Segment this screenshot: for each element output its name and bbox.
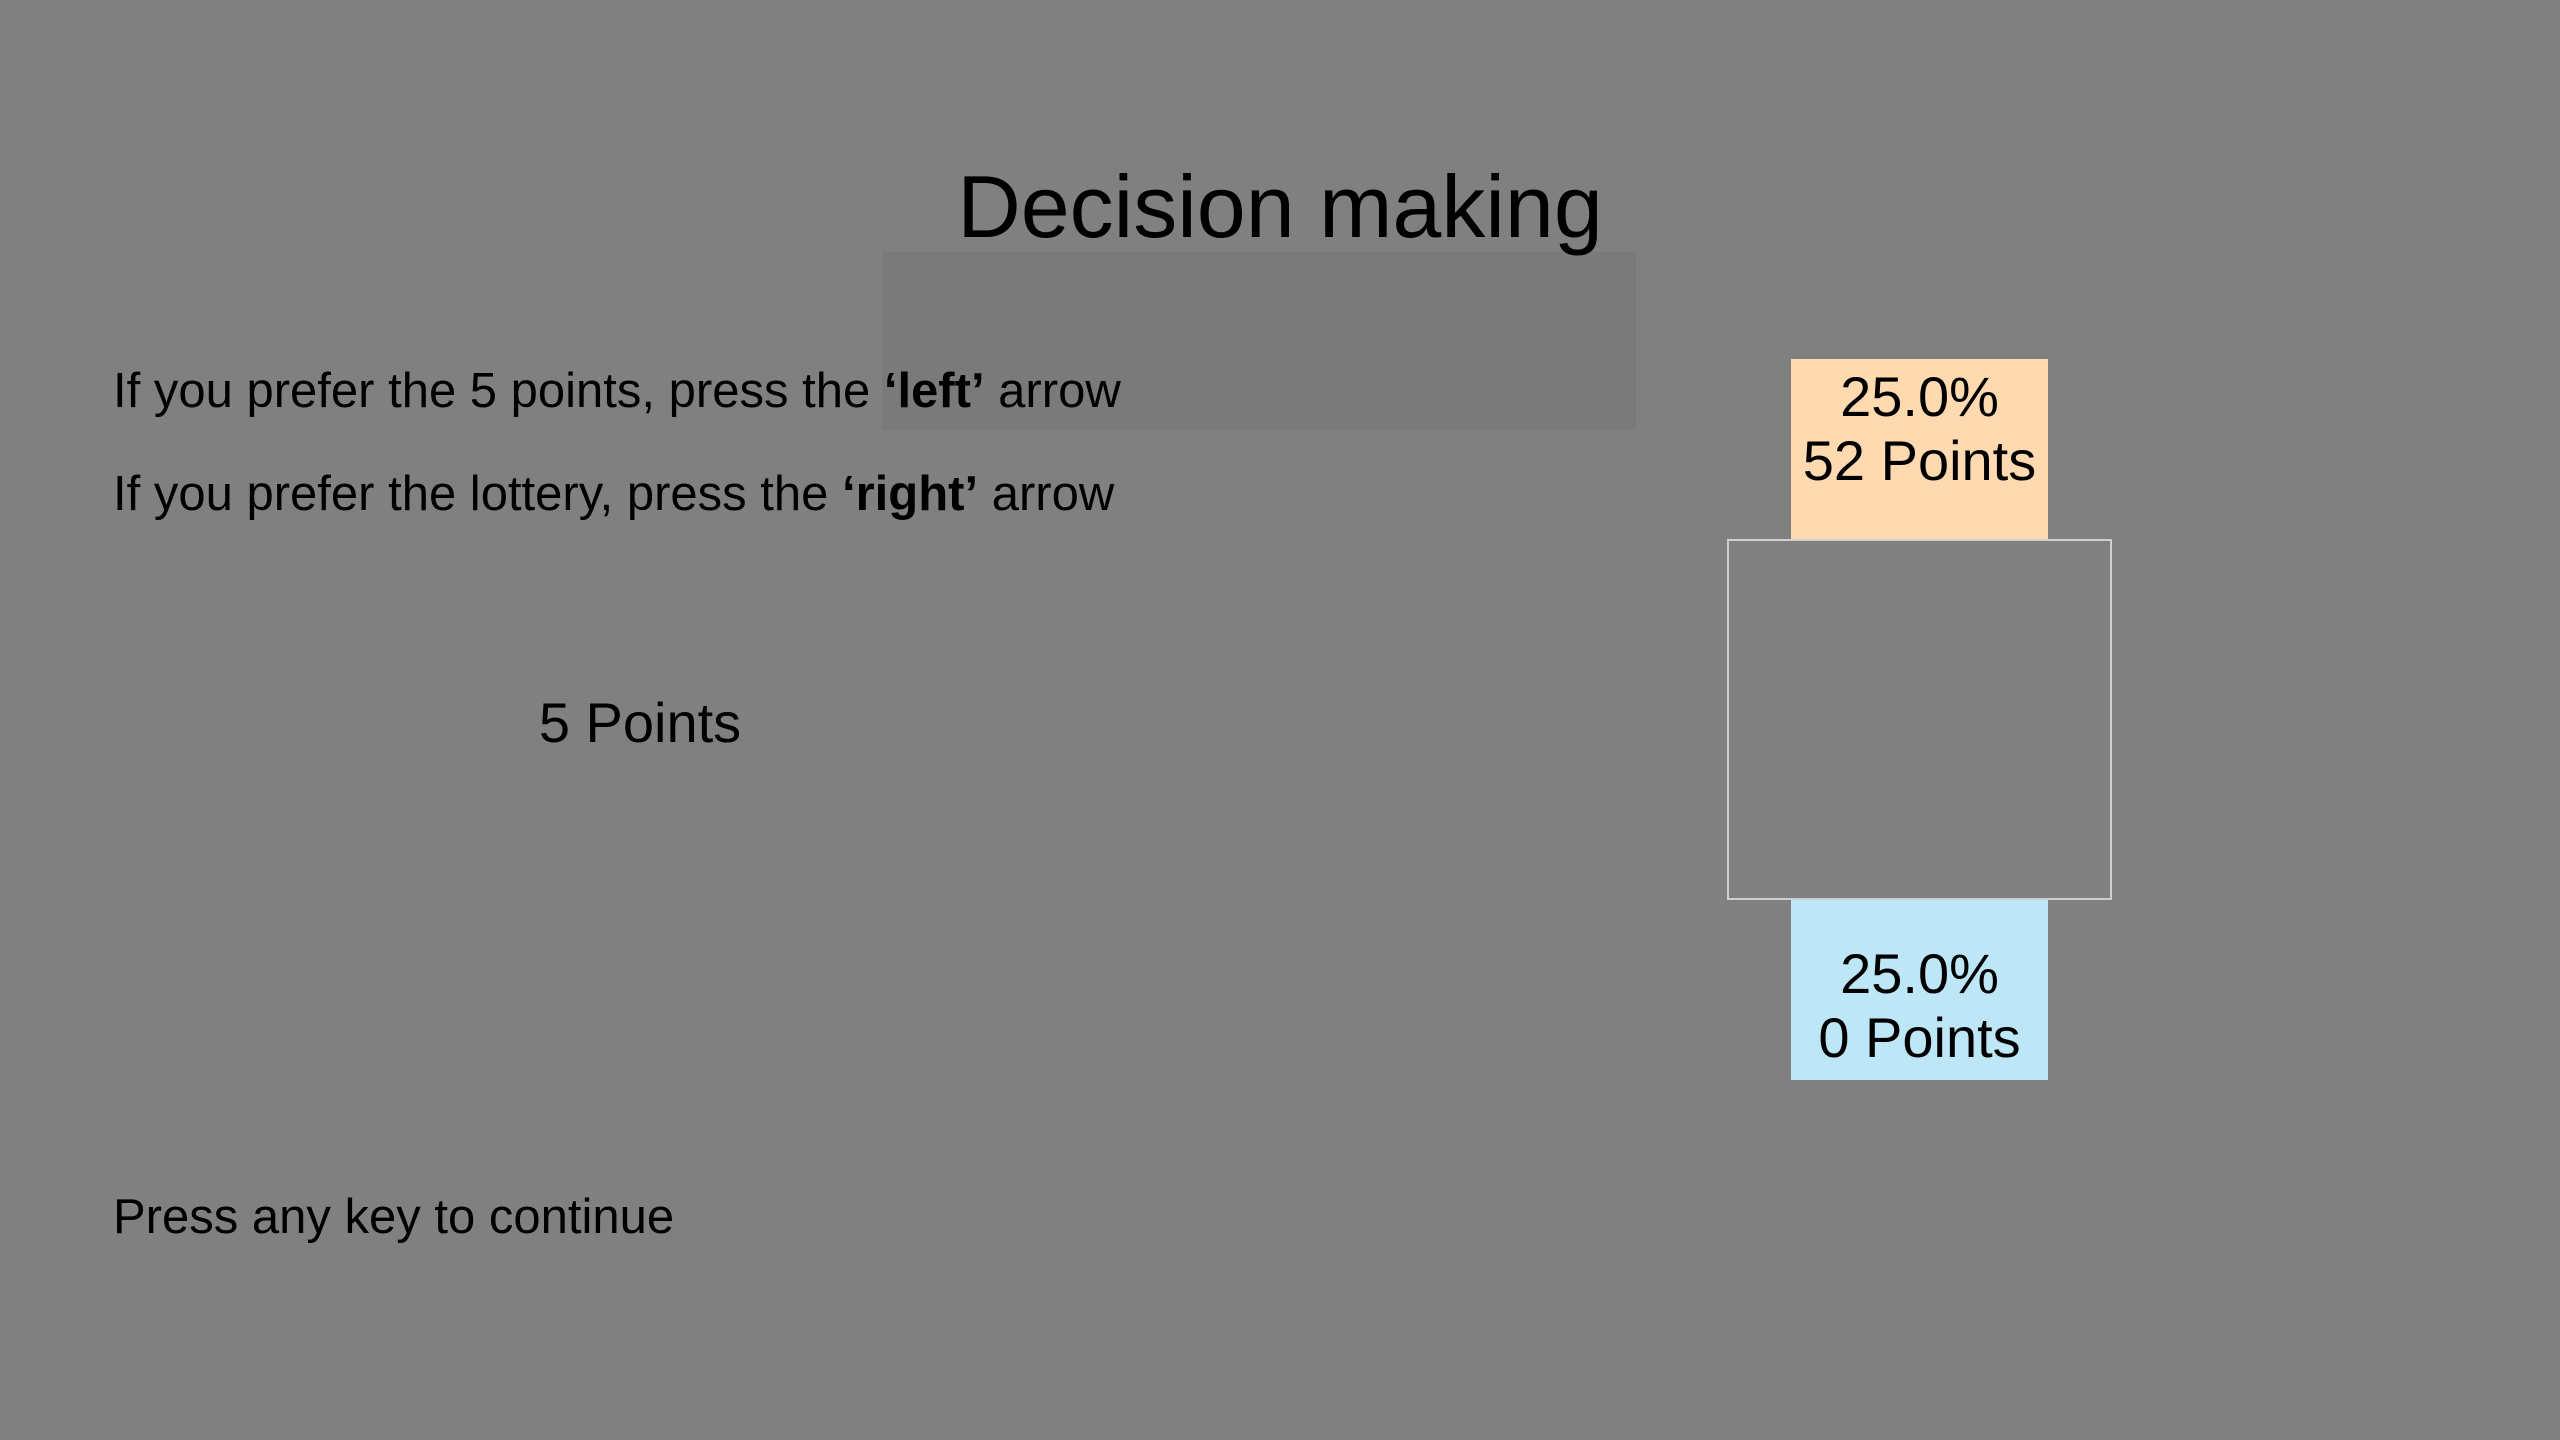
instruction-lottery-text: If you prefer the lottery, press the: [113, 467, 842, 521]
lottery-box: [1727, 539, 2112, 900]
continue-prompt: Press any key to continue: [113, 1190, 675, 1244]
top-outcome-probability: 25.0%: [1840, 365, 1999, 428]
instruction-lottery-suffix: arrow: [978, 467, 1115, 521]
lottery-top-outcome: 25.0% 52 Points: [1791, 359, 2048, 539]
sure-option-amount: 5 Points: [538, 691, 742, 754]
top-outcome-points: 52 Points: [1802, 429, 2037, 492]
title-shade: [882, 252, 1636, 430]
lottery-bottom-outcome: 25.0% 0 Points: [1791, 900, 2048, 1080]
left-arrow-key-label: ‘left’: [883, 364, 985, 418]
instruction-sure-suffix: arrow: [984, 364, 1121, 418]
instruction-sure-text: If you prefer the 5 points, press the: [113, 364, 884, 418]
right-arrow-key-label: ‘right’: [842, 467, 979, 521]
bottom-outcome-probability: 25.0%: [1840, 942, 1999, 1005]
instruction-sure-option: If you prefer the 5 points, press the ‘l…: [113, 361, 1121, 421]
instruction-lottery-option: If you prefer the lottery, press the ‘ri…: [113, 464, 1114, 524]
page-title: Decision making: [957, 157, 1603, 256]
bottom-outcome-points: 0 Points: [1818, 1006, 2021, 1069]
